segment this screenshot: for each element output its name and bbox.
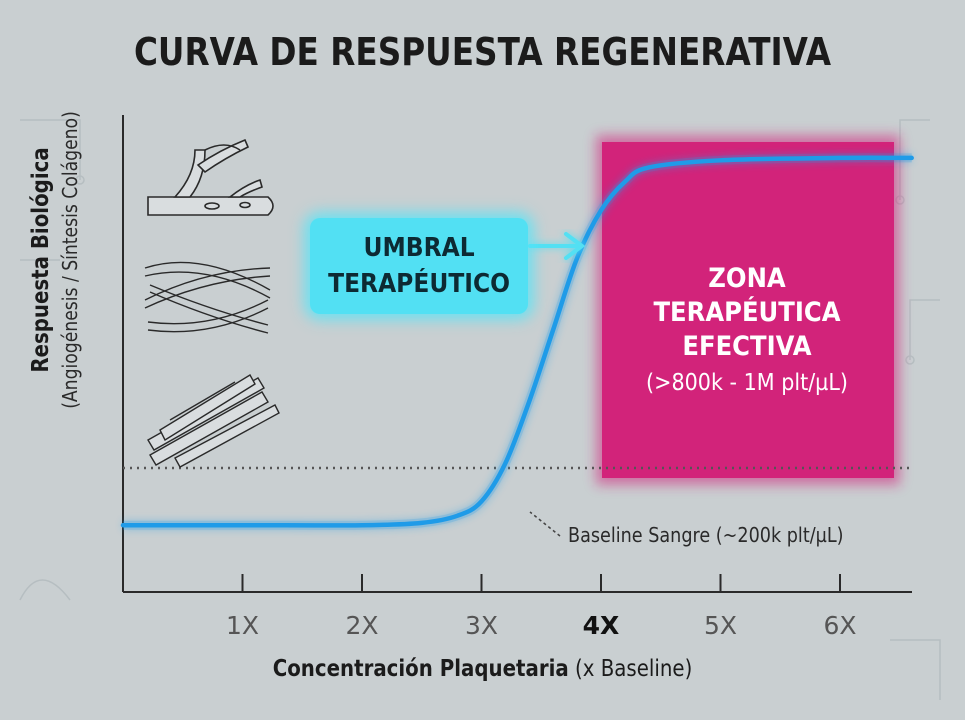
y-axis-label: Respuesta Biológica [28, 147, 54, 373]
zone-label-line1: ZONA [708, 263, 786, 294]
threshold-label-line1: UMBRAL [363, 233, 475, 263]
x-tick-label: 6X [823, 611, 856, 640]
zone-label-line3: EFECTIVA [682, 331, 812, 362]
x-tick-label: 5X [704, 611, 737, 640]
x-tick-label: 3X [465, 611, 498, 640]
vessel-branch-icon [147, 138, 274, 216]
zone-label: ZONA TERAPÉUTICA EFECTIVA (>800k - 1M pl… [600, 262, 894, 400]
chart-title: CURVA DE RESPUESTA REGENERATIVA [133, 30, 832, 74]
x-tick-label: 4X [583, 611, 620, 640]
threshold-arrow [528, 232, 586, 260]
threshold-box: UMBRAL TERAPÉUTICO [310, 218, 528, 314]
collagen-bundle-icon [147, 374, 280, 468]
y-axis-sublabel: (Angiogénesis / Síntesis Colágeno) [58, 111, 82, 409]
effective-zone [596, 135, 900, 485]
y-axis-label-group: Respuesta Biológica (Angiogénesis / Sínt… [28, 30, 118, 490]
x-axis-label-unit: (x Baseline) [574, 656, 693, 682]
baseline-pointer [529, 511, 561, 537]
x-tick-label: 1X [226, 611, 259, 640]
collagen-fibers-icon [144, 261, 271, 334]
x-axis-label-main: Concentración Plaquetaria [272, 656, 569, 682]
response-curve [120, 155, 914, 528]
zone-range-label: (>800k - 1M plt/µL) [646, 370, 848, 396]
threshold-label-line2: TERAPÉUTICO [328, 269, 510, 299]
x-tick-label: 2X [345, 611, 378, 640]
x-axis-label: Concentración Plaquetaria (x Baseline) [68, 656, 898, 682]
baseline-label: Baseline Sangre (~200k plt/µL) [568, 523, 844, 547]
x-ticks: 1X 2X 3X 4X 5X 6X [226, 574, 857, 640]
zone-label-line2: TERAPÉUTICA [653, 297, 841, 328]
